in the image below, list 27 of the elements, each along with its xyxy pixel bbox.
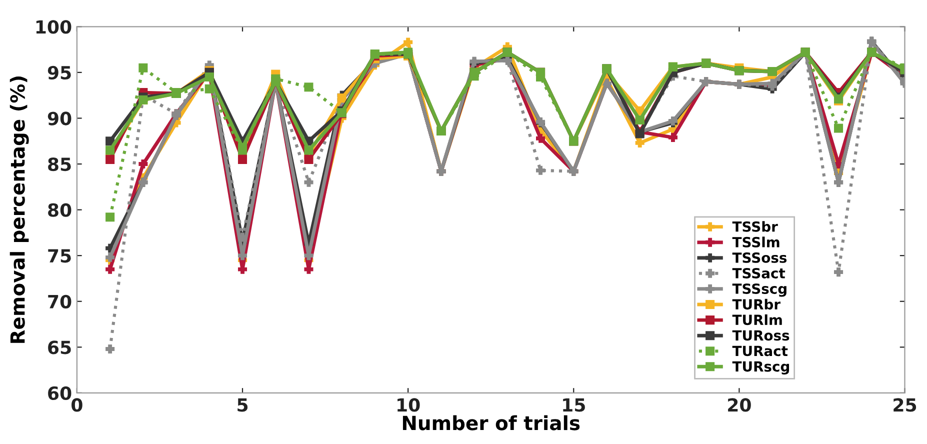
legend-label: TSSact xyxy=(732,268,786,278)
legend-label: TSSscg xyxy=(732,283,786,297)
legend-label: TURscg xyxy=(732,361,789,375)
y-axis-title: Removal percentage (%) xyxy=(10,76,29,343)
x-tick-label: 0 xyxy=(72,398,82,412)
y-tick-label: 90 xyxy=(48,112,72,126)
x-tick-label: 5 xyxy=(238,398,248,412)
y-tick-label: 60 xyxy=(48,386,72,400)
x-tick-label: 15 xyxy=(563,398,585,412)
y-tick-label: 75 xyxy=(48,249,71,263)
y-tick-label: 95 xyxy=(48,66,71,80)
legend-label: TURoss xyxy=(732,330,790,341)
y-tick-label: 80 xyxy=(48,203,72,217)
x-tick-label: 20 xyxy=(728,398,751,412)
legend-label: TSSoss xyxy=(732,252,787,263)
legend-label: TSSlm xyxy=(732,236,780,248)
legend-label: TSSbr xyxy=(732,221,778,232)
legend-label: TURact xyxy=(732,346,788,356)
legend-label: TURlm xyxy=(732,314,782,326)
x-tick-label: 10 xyxy=(398,398,420,412)
x-axis-title: Number of trials xyxy=(402,415,580,430)
y-tick-label: 65 xyxy=(48,340,71,354)
y-tick-label: 70 xyxy=(48,294,72,308)
legend-label: TURbr xyxy=(732,298,780,310)
y-tick-label: 85 xyxy=(48,157,71,172)
x-tick-label: 25 xyxy=(894,398,916,412)
y-tick-label: 100 xyxy=(36,20,72,34)
